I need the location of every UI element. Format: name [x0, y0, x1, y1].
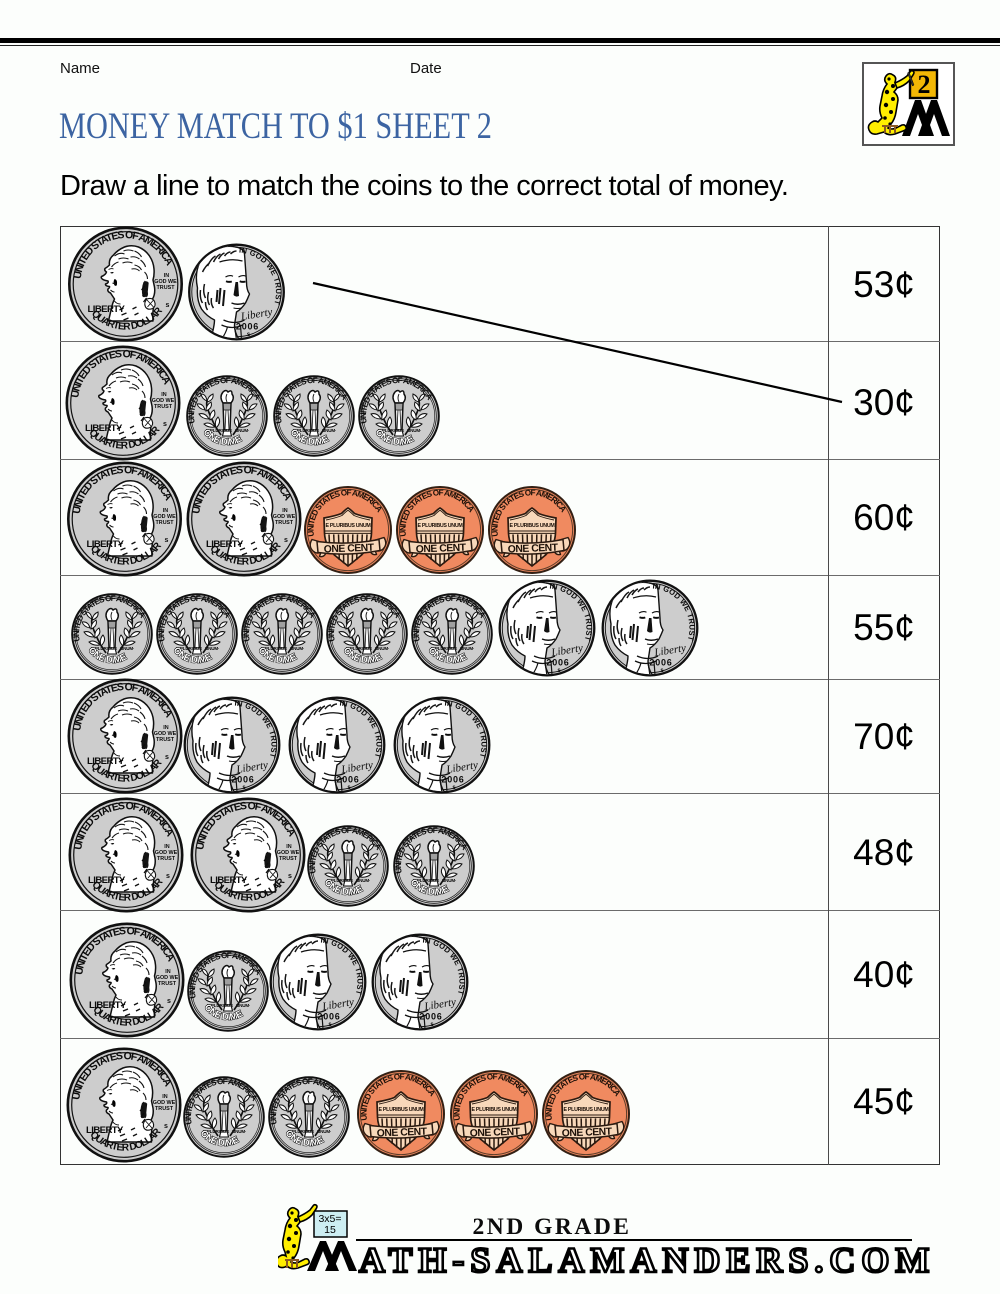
svg-text:40¢: 40¢	[853, 954, 915, 995]
svg-text:3x5=: 3x5=	[318, 1213, 341, 1225]
svg-text:55¢: 55¢	[853, 607, 915, 648]
svg-text:15: 15	[324, 1224, 336, 1236]
svg-text:70¢: 70¢	[853, 716, 915, 757]
svg-text:60¢: 60¢	[853, 497, 915, 538]
svg-text:53¢: 53¢	[853, 264, 915, 305]
svg-text:45¢: 45¢	[853, 1081, 915, 1122]
svg-text:2: 2	[918, 70, 931, 99]
svg-text:30¢: 30¢	[853, 382, 915, 423]
svg-text:48¢: 48¢	[853, 832, 915, 873]
